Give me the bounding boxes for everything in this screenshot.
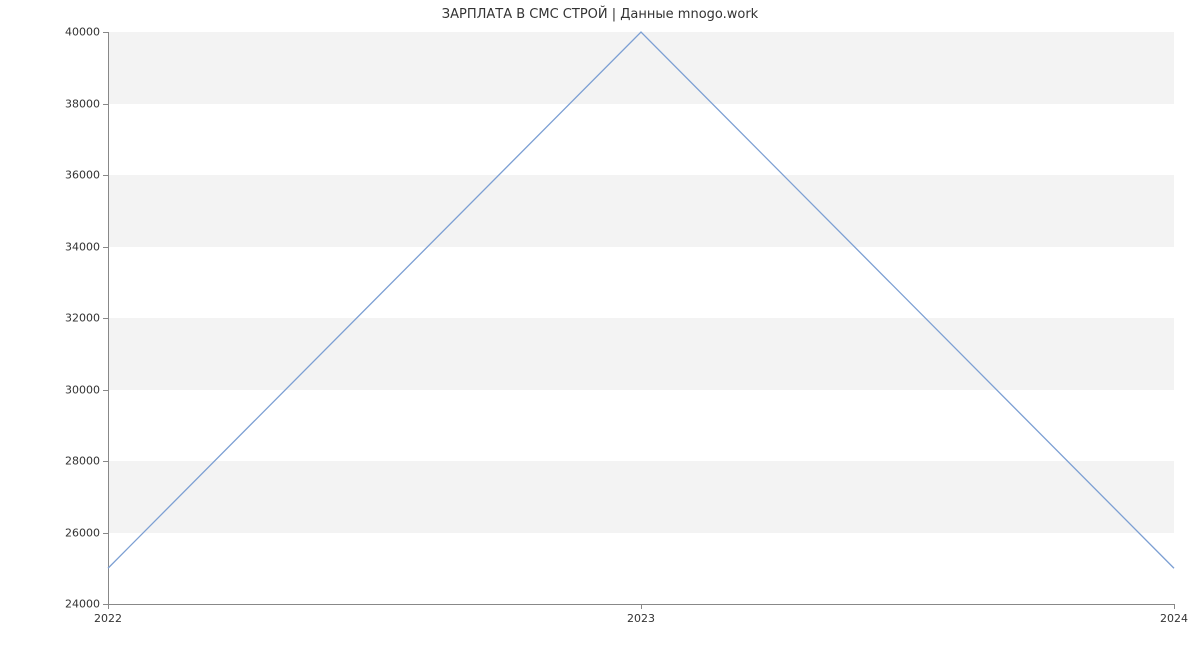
x-tick-label: 2023 (627, 612, 655, 625)
y-tick-label: 26000 (65, 526, 100, 539)
y-tick-mark (103, 175, 108, 176)
y-tick-label: 38000 (65, 97, 100, 110)
x-tick-mark (1174, 604, 1175, 609)
y-tick-mark (103, 32, 108, 33)
y-tick-mark (103, 390, 108, 391)
chart-title: ЗАРПЛАТА В СМС СТРОЙ | Данные mnogo.work (0, 7, 1200, 22)
x-tick-mark (641, 604, 642, 609)
y-tick-label: 34000 (65, 240, 100, 253)
y-tick-label: 32000 (65, 312, 100, 325)
y-tick-mark (103, 247, 108, 248)
x-tick-label: 2024 (1160, 612, 1188, 625)
x-tick-label: 2022 (94, 612, 122, 625)
x-tick-mark (108, 604, 109, 609)
y-tick-mark (103, 104, 108, 105)
series-layer (108, 32, 1174, 604)
y-tick-mark (103, 318, 108, 319)
series-line (108, 32, 1174, 568)
y-tick-label: 40000 (65, 26, 100, 39)
plot-area: 2400026000280003000032000340003600038000… (108, 32, 1174, 604)
y-tick-mark (103, 533, 108, 534)
line-chart: ЗАРПЛАТА В СМС СТРОЙ | Данные mnogo.work… (0, 0, 1200, 650)
y-tick-mark (103, 461, 108, 462)
y-tick-label: 30000 (65, 383, 100, 396)
y-tick-label: 24000 (65, 598, 100, 611)
y-tick-label: 28000 (65, 455, 100, 468)
y-tick-label: 36000 (65, 169, 100, 182)
